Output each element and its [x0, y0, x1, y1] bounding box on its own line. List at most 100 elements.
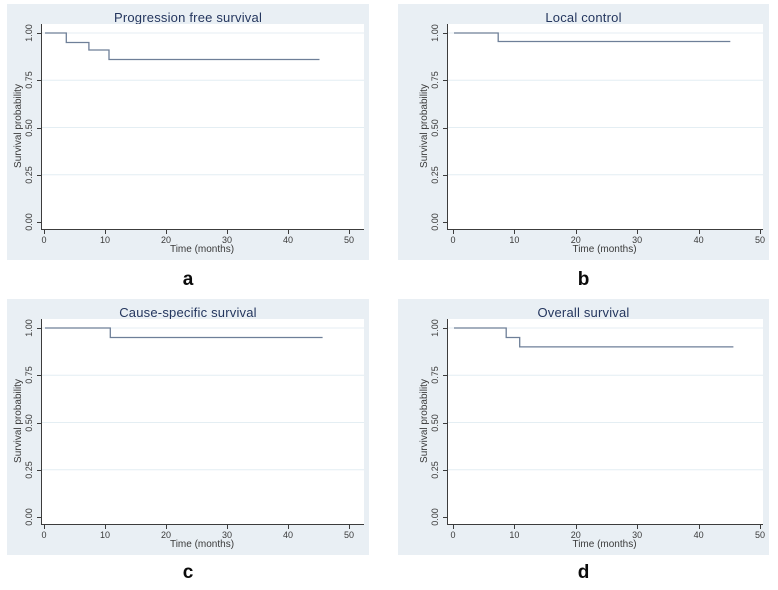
y-tick-label: 0.75	[430, 366, 440, 385]
x-tick-label: 10	[99, 530, 110, 540]
x-axis-title: Time (months)	[572, 539, 637, 550]
y-tick-label: 0.75	[24, 366, 34, 385]
y-tick-mark	[37, 222, 41, 223]
x-tick-mark	[166, 525, 167, 529]
x-tick-mark	[288, 230, 289, 234]
km-figure-b: Local control Survival probability Time …	[398, 4, 769, 291]
x-tick-label: 10	[509, 235, 520, 245]
x-tick-mark	[44, 230, 45, 234]
y-tick-mark	[443, 127, 447, 129]
x-tick-label: 20	[160, 235, 171, 245]
y-tick-label: 1.00	[430, 24, 440, 42]
plot-panel-a: Progression free survival Survival proba…	[7, 4, 369, 260]
y-tick-mark	[37, 174, 41, 176]
x-tick-mark	[698, 230, 700, 234]
x-tick-mark	[453, 525, 454, 529]
plot-panel-d: Overall survival Survival probability Ti…	[398, 299, 769, 555]
x-tick-label: 40	[282, 235, 293, 245]
x-tick-mark	[44, 525, 45, 529]
x-tick-label: 50	[343, 530, 354, 540]
y-tick-label: 0.00	[430, 508, 440, 526]
x-tick-label: 30	[221, 235, 232, 245]
x-axis-title: Time (months)	[169, 539, 235, 550]
y-tick-label: 0.25	[24, 460, 34, 479]
y-tick-label: 0.25	[24, 165, 34, 184]
plot-area	[447, 24, 763, 230]
chart-title: Cause-specific survival	[119, 305, 257, 320]
y-tick-label: 1.00	[24, 24, 34, 42]
x-tick-label: 10	[509, 530, 520, 540]
y-tick-label: 0.75	[24, 71, 34, 90]
panel-letter: b	[577, 269, 590, 290]
x-tick-mark	[166, 230, 167, 234]
y-tick-label: 1.00	[430, 319, 440, 337]
x-tick-label: 20	[570, 235, 581, 245]
y-tick-mark	[443, 328, 447, 329]
plot-panel-b: Local control Survival probability Time …	[398, 4, 769, 260]
x-tick-mark	[288, 525, 289, 529]
km-curve-chart	[448, 327, 763, 471]
chart-title: Overall survival	[537, 305, 630, 320]
x-tick-label: 10	[99, 235, 110, 245]
survival-step-curve	[454, 327, 734, 348]
survival-step-curve	[45, 32, 320, 61]
x-tick-label: 0	[450, 530, 456, 540]
y-tick-mark	[37, 80, 41, 82]
y-tick-label: 0.00	[430, 213, 440, 231]
km-curve-chart	[42, 32, 364, 176]
survival-step-curve	[454, 32, 731, 43]
y-tick-mark	[443, 375, 447, 377]
y-tick-label: 1.00	[24, 319, 34, 337]
km-figure-a: Progression free survival Survival proba…	[7, 4, 369, 291]
panel-letter: d	[577, 562, 590, 583]
x-tick-mark	[105, 525, 106, 529]
plot-area	[447, 319, 763, 525]
x-tick-mark	[227, 525, 228, 529]
y-tick-mark	[37, 33, 41, 34]
x-axis-title: Time (months)	[169, 244, 235, 255]
y-tick-label: 0.25	[430, 460, 440, 479]
x-tick-label: 20	[570, 530, 581, 540]
plot-area	[41, 319, 364, 525]
y-tick-label: 0.50	[24, 413, 34, 432]
y-tick-mark	[443, 222, 447, 223]
panel-letter: c	[182, 562, 194, 583]
y-tick-label: 0.50	[430, 118, 440, 137]
plot-area	[41, 24, 364, 230]
panel-letter: a	[182, 269, 194, 290]
y-tick-mark	[37, 127, 41, 129]
y-tick-mark	[37, 517, 41, 518]
x-tick-mark	[698, 525, 700, 529]
x-tick-mark	[760, 525, 761, 529]
y-tick-mark	[443, 80, 447, 82]
x-tick-mark	[227, 230, 228, 234]
x-tick-mark	[349, 525, 350, 529]
x-tick-label: 20	[160, 530, 171, 540]
x-tick-mark	[349, 230, 350, 234]
y-tick-mark	[37, 328, 41, 329]
y-tick-mark	[37, 469, 41, 471]
x-tick-mark	[637, 525, 639, 529]
x-tick-mark	[575, 525, 577, 529]
y-tick-label: 0.50	[430, 413, 440, 432]
x-tick-label: 40	[693, 530, 704, 540]
x-tick-label: 0	[41, 530, 47, 540]
km-curve-chart	[42, 327, 364, 471]
survival-step-curve	[45, 327, 323, 339]
plot-panel-c: Cause-specific survival Survival probabi…	[7, 299, 369, 555]
x-tick-mark	[637, 230, 639, 234]
y-tick-label: 0.75	[430, 71, 440, 90]
km-curve-chart	[448, 32, 763, 176]
x-axis-title: Time (months)	[572, 244, 637, 255]
y-tick-mark	[443, 517, 447, 518]
x-tick-label: 50	[754, 530, 765, 540]
y-tick-mark	[37, 375, 41, 377]
x-tick-label: 50	[343, 235, 354, 245]
y-tick-mark	[443, 33, 447, 34]
x-tick-label: 50	[754, 235, 765, 245]
chart-title: Progression free survival	[113, 10, 263, 25]
x-tick-mark	[453, 230, 454, 234]
x-tick-mark	[575, 230, 577, 234]
x-tick-mark	[514, 230, 516, 234]
y-tick-label: 0.50	[24, 118, 34, 137]
